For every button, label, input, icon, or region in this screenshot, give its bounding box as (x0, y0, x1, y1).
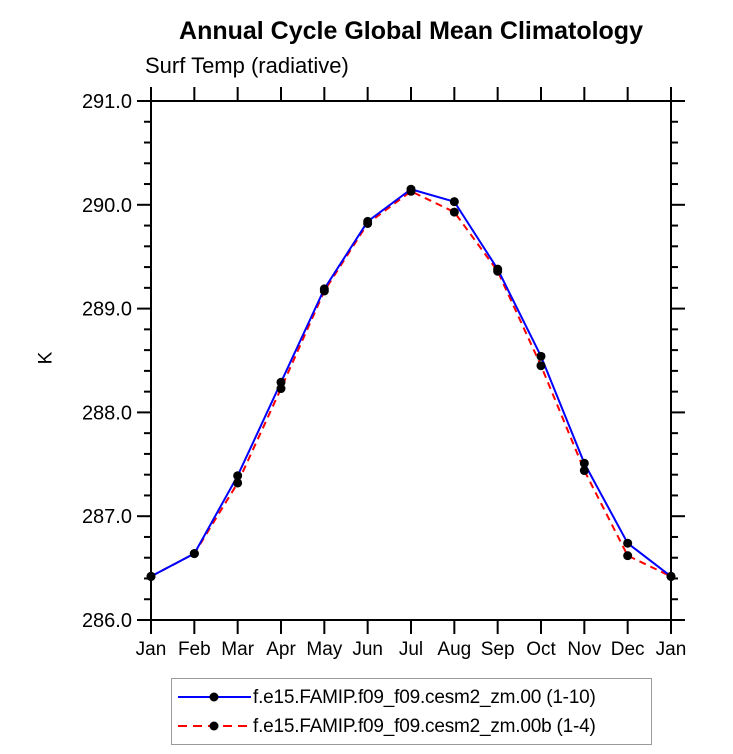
x-tick-label: Oct (526, 639, 556, 660)
chart-subtitle: Surf Temp (radiative) (145, 53, 349, 78)
x-tick-label: Sep (481, 639, 515, 660)
data-point-marker-series-1 (623, 551, 633, 561)
data-point-marker-series-0 (623, 538, 633, 548)
series-line-1 (150, 190, 672, 578)
x-tick-label: Apr (266, 639, 296, 660)
x-tick-label: Feb (178, 639, 211, 660)
legend-entry-series-1: f.e15.FAMIP.f09_f09.cesm2_zm.00b (1-4) (172, 715, 651, 737)
data-point-marker-series-1 (579, 466, 589, 476)
data-point-marker-series-1 (536, 361, 546, 371)
data-point-marker-series-0 (363, 216, 373, 226)
axis-frame (150, 100, 672, 621)
legend-box: f.e15.FAMIP.f09_f09.cesm2_zm.00 (1-10) f… (171, 678, 652, 745)
data-point-marker-series-0 (233, 471, 243, 481)
x-tick-label: Jun (352, 639, 383, 660)
y-tick-label: 291.0 (82, 91, 132, 113)
x-tick-label: Aug (437, 639, 471, 660)
legend-line-sample-dashed-red (178, 721, 251, 731)
chart-title: Annual Cycle Global Mean Climatology (179, 17, 643, 45)
y-tick-label: 286.0 (82, 610, 132, 632)
legend-line-sample-solid-blue (178, 692, 251, 702)
data-point-marker-series-0 (146, 571, 156, 581)
y-tick-label: 290.0 (82, 195, 132, 217)
x-tick-label: Nov (567, 639, 601, 660)
x-tick-label: Jul (399, 639, 423, 660)
data-point-marker-series-0 (493, 264, 503, 274)
data-point-marker-series-0 (319, 284, 329, 294)
x-tick-label: Mar (221, 639, 254, 660)
data-point-marker-series-1 (233, 478, 243, 488)
y-tick-label: 289.0 (82, 299, 132, 321)
data-point-marker-series-0 (189, 549, 199, 559)
x-tick-label: Dec (611, 639, 645, 660)
data-point-marker-series-0 (276, 377, 286, 387)
legend-label-series-1: f.e15.FAMIP.f09_f09.cesm2_zm.00b (1-4) (253, 715, 596, 737)
data-point-marker-series-0 (666, 571, 676, 581)
data-point-marker-series-0 (579, 458, 589, 468)
data-point-marker-series-0 (406, 184, 416, 194)
legend-entry-series-0: f.e15.FAMIP.f09_f09.cesm2_zm.00 (1-10) (172, 686, 651, 708)
series-line-0 (150, 188, 672, 578)
x-tick-label: Jan (136, 639, 167, 660)
x-tick-label: Jan (656, 639, 687, 660)
data-point-marker-series-0 (536, 351, 546, 361)
x-tick-label: May (306, 639, 342, 660)
legend-label-series-0: f.e15.FAMIP.f09_f09.cesm2_zm.00 (1-10) (253, 686, 596, 708)
data-point-marker-series-0 (449, 197, 459, 207)
y-tick-label: 287.0 (82, 506, 132, 528)
y-tick-label: 288.0 (82, 402, 132, 424)
data-point-marker-series-1 (276, 384, 286, 394)
data-point-marker-series-1 (449, 207, 459, 217)
